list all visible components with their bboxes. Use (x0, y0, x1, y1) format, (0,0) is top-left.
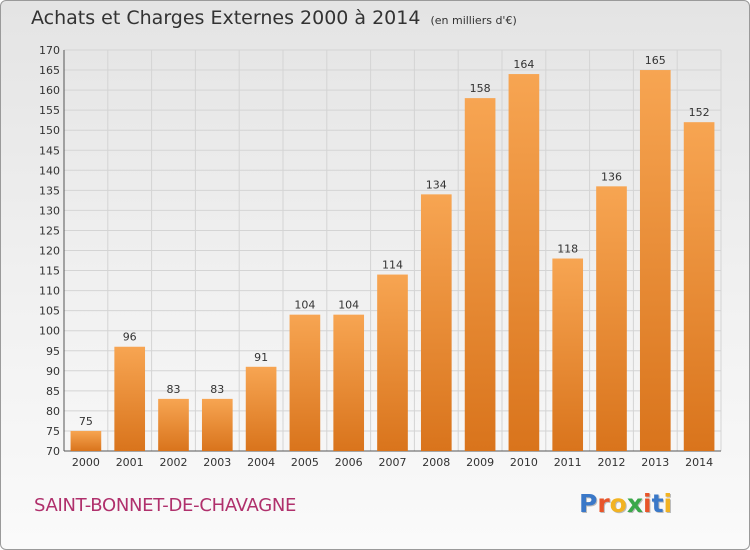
bar-2009 (464, 98, 496, 452)
x-tick-label: 2006 (335, 456, 363, 469)
data-label-2009: 158 (470, 82, 491, 95)
bar-2002 (158, 398, 189, 451)
y-tick-label: 70 (46, 445, 60, 458)
y-tick-label: 90 (46, 365, 60, 378)
x-tick-label: 2007 (379, 456, 407, 469)
bar-2007 (377, 274, 408, 451)
data-label-2014: 152 (689, 106, 710, 119)
logo-letter: r (597, 489, 610, 518)
data-label-2012: 136 (601, 170, 622, 183)
y-tick-label: 135 (39, 184, 60, 197)
logo-letter: t (651, 489, 664, 518)
y-tick-label: 95 (46, 345, 60, 358)
chart-title-text: Achats et Charges Externes 2000 à 2014 (31, 7, 421, 29)
logo-letter: o (609, 489, 627, 518)
logo-letter: i (643, 489, 652, 518)
y-tick-label: 75 (46, 425, 60, 438)
data-label-2010: 164 (513, 58, 534, 71)
y-tick-label: 155 (39, 104, 60, 117)
x-tick-label: 2003 (203, 456, 231, 469)
x-tick-label: 2010 (510, 456, 538, 469)
data-label-2007: 114 (382, 259, 403, 272)
bar-2006 (333, 314, 365, 451)
x-tick-label: 2005 (291, 456, 319, 469)
logo-letter: i (663, 489, 673, 518)
bar-2008 (420, 194, 452, 452)
x-tick-label: 2001 (116, 456, 144, 469)
data-labels: 75 96 83 83 91 104 104 114 134 158 164 118 136 165 152 (79, 54, 710, 428)
y-tick-label: 100 (39, 325, 60, 338)
x-tick-label: 2000 (72, 456, 100, 469)
y-tick-label: 170 (39, 44, 60, 57)
y-tick-label: 120 (39, 245, 60, 258)
data-label-2008: 134 (426, 178, 447, 191)
y-tick-label: 165 (39, 64, 60, 77)
bar-2013 (639, 70, 671, 452)
x-tick-label: 2012 (598, 456, 626, 469)
data-label-2006: 104 (338, 299, 359, 312)
data-label-2000: 75 (79, 415, 93, 428)
data-label-2001: 96 (123, 331, 137, 344)
logo-letter: P (579, 489, 598, 518)
data-label-2004: 91 (254, 351, 268, 364)
data-label-2003: 83 (210, 383, 224, 396)
bar-2005 (289, 314, 321, 451)
bar-2012 (596, 186, 627, 451)
data-label-2013: 165 (645, 54, 666, 67)
x-tick-label: 2004 (247, 456, 275, 469)
bar-2010 (508, 74, 540, 451)
y-tick-label: 110 (39, 285, 60, 298)
y-tick-label: 115 (39, 265, 60, 278)
bar-2003 (201, 398, 233, 451)
bar-2011 (552, 258, 584, 451)
data-label-2002: 83 (167, 383, 181, 396)
x-tick-label: 2014 (685, 456, 713, 469)
bar-2001 (114, 346, 146, 451)
chart-title: Achats et Charges Externes 2000 à 2014 (e… (31, 7, 517, 29)
x-tick-label: 2011 (554, 456, 582, 469)
commune-name: SAINT-BONNET-DE-CHAVAGNE (34, 495, 297, 516)
y-tick-label: 130 (39, 204, 60, 217)
y-tick-label: 160 (39, 84, 60, 97)
y-tick-label: 85 (46, 385, 60, 398)
bar-2004 (245, 366, 277, 451)
y-tick-label: 125 (39, 224, 60, 237)
logo-letter: x (626, 489, 643, 518)
x-tick-label: 2009 (466, 456, 494, 469)
y-tick-label: 145 (39, 144, 60, 157)
x-tick-label: 2002 (160, 456, 188, 469)
proxiti-logo: Proxiti (579, 489, 672, 518)
y-tick-label: 80 (46, 405, 60, 418)
y-tick-label: 150 (39, 124, 60, 137)
x-tick-label: 2013 (641, 456, 669, 469)
x-tick-label: 2008 (422, 456, 450, 469)
data-label-2005: 104 (294, 299, 315, 312)
bars (70, 70, 715, 452)
bar-2000 (70, 430, 102, 451)
y-tick-label: 105 (39, 305, 60, 318)
data-label-2011: 118 (557, 243, 578, 256)
bar-2014 (683, 122, 715, 452)
chart-subtitle: (en milliers d'€) (430, 14, 517, 27)
y-tick-label: 140 (39, 164, 60, 177)
